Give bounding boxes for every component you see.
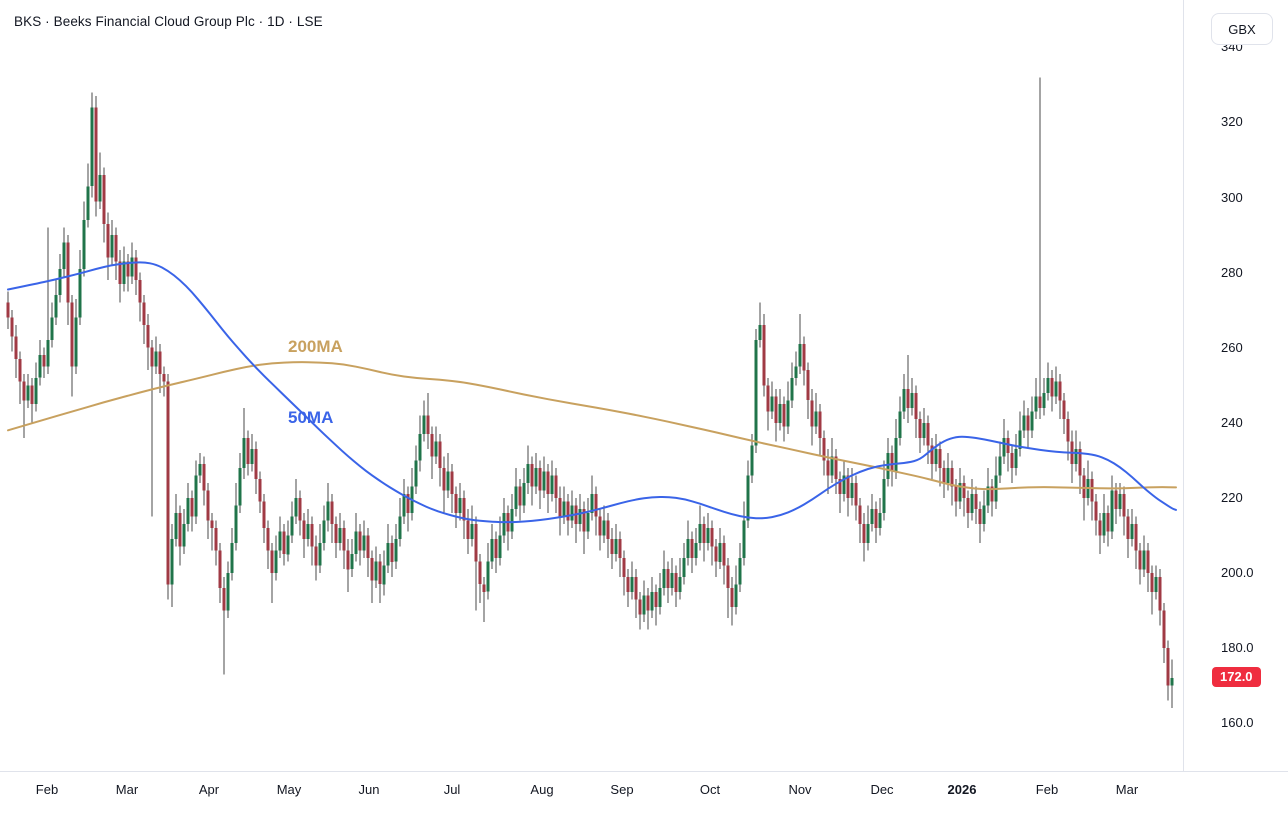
- last-price-badge: 172.0: [1212, 667, 1261, 688]
- time-axis-label: Dec: [870, 782, 894, 797]
- time-axis-label: Nov: [788, 782, 812, 797]
- time-axis-label: Jul: [443, 782, 461, 797]
- price-axis-label: 220: [1221, 489, 1243, 505]
- price-axis[interactable]: 172.0 340 320 300 280 260 240 220 200.0 180.0 160…: [1183, 0, 1288, 771]
- time-axis-label: Feb: [35, 782, 59, 797]
- time-axis-label: Aug: [530, 782, 554, 797]
- time-axis-label: Sep: [610, 782, 634, 797]
- time-axis-label: Feb: [1035, 782, 1059, 797]
- price-axis-label: 160.0: [1221, 715, 1254, 731]
- time-axis-label: Mar: [1115, 782, 1139, 797]
- time-axis-label: Mar: [115, 782, 139, 797]
- time-axis[interactable]: Feb Mar Apr May Jun Jul Aug Sep Oct Nov Dec 2026 Feb…: [0, 771, 1288, 815]
- price-axis-label: 320: [1221, 114, 1243, 130]
- candle-wicks: [7, 77, 1173, 709]
- price-chart-plot[interactable]: 200MA 50MA: [0, 0, 1183, 771]
- chart-legend-title: BKS · Beeks Financial Cloud Group Plc · …: [14, 14, 323, 29]
- price-axis-label: 180.0: [1221, 640, 1254, 656]
- price-axis-label: 260: [1221, 339, 1243, 355]
- time-axis-label: 2026: [947, 782, 977, 797]
- price-axis-label: 240: [1221, 414, 1243, 430]
- price-axis-label: 300: [1221, 189, 1243, 205]
- price-axis-label: 280: [1221, 264, 1243, 280]
- ma-label-200ma: 200MA: [288, 337, 343, 356]
- time-axis-label: Jun: [358, 782, 380, 797]
- time-axis-label: Apr: [198, 782, 220, 797]
- currency-toggle-button[interactable]: GBX: [1211, 13, 1273, 45]
- ma-line-200ma: [7, 361, 1177, 491]
- ma-label-50ma: 50MA: [288, 408, 333, 427]
- ma-line-50ma: [7, 261, 1177, 524]
- time-axis-label: May: [276, 782, 302, 797]
- candle-bodies: [6, 107, 1174, 686]
- price-axis-label: 200.0: [1221, 565, 1254, 580]
- time-axis-label: Oct: [699, 782, 721, 797]
